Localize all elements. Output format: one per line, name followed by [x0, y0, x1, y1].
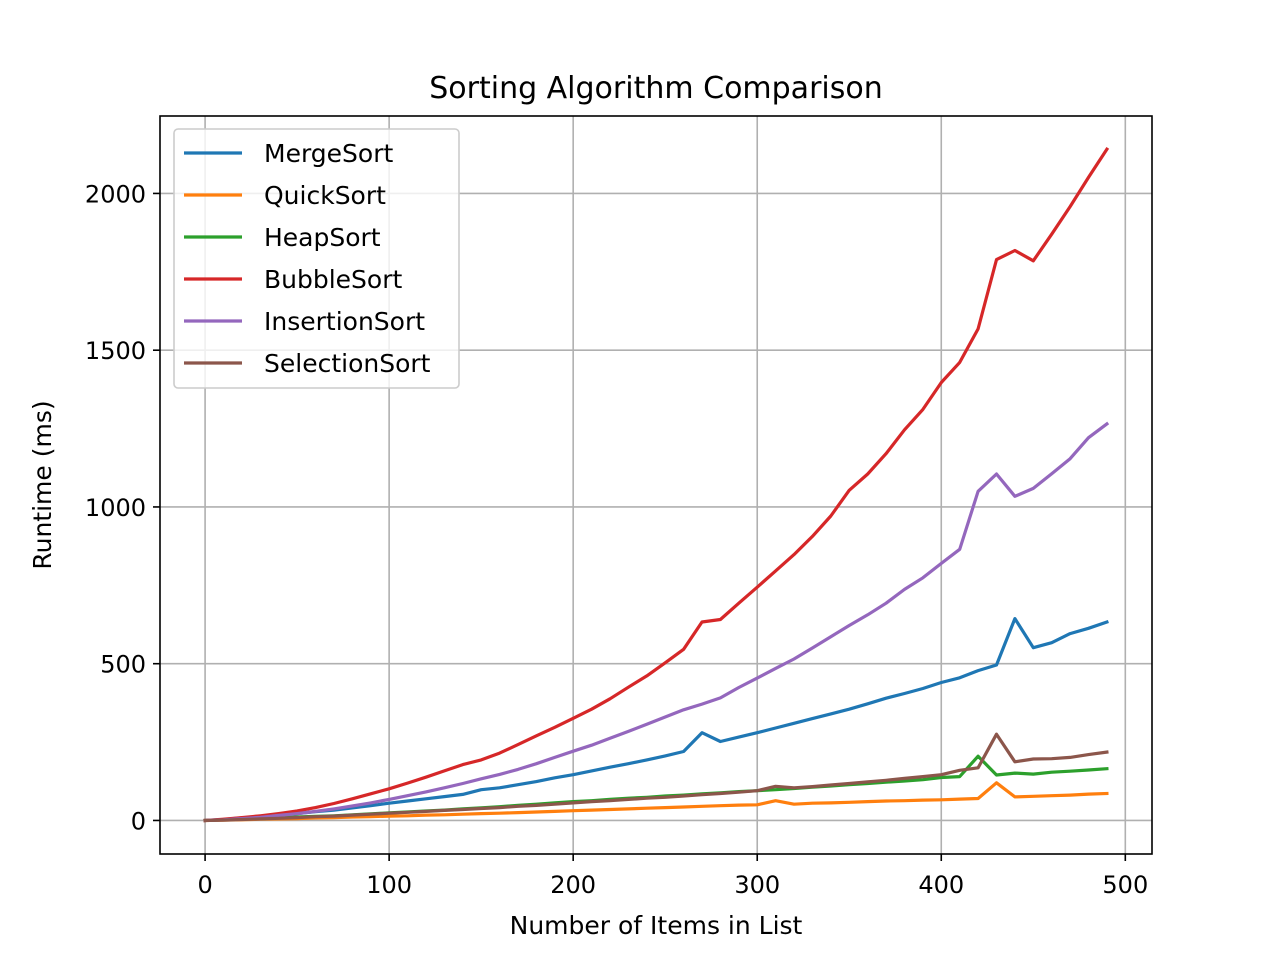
y-tick-label: 2000 — [85, 180, 146, 208]
legend-label-mergesort: MergeSort — [264, 139, 393, 168]
y-tick-label: 1500 — [85, 337, 146, 365]
y-tick-label: 1000 — [85, 494, 146, 522]
x-tick-label: 200 — [550, 871, 596, 899]
axes-frame — [159, 115, 1153, 855]
grid-lines — [160, 116, 1152, 854]
x-tick-label: 500 — [1102, 871, 1148, 899]
legend-box — [173, 128, 460, 389]
x-axis-label: Number of Items in List — [510, 911, 803, 940]
series-line-quicksort — [203, 781, 1109, 823]
x-tick-label: 300 — [734, 871, 780, 899]
series-line-selectionsort — [203, 732, 1109, 823]
y-tick-label: 0 — [131, 807, 146, 835]
x-tick-label: 400 — [918, 871, 964, 899]
series-line-mergesort — [203, 616, 1109, 823]
y-tick-label: 500 — [100, 651, 146, 679]
legend: MergeSort QuickSort HeapSort BubbleSort Inse… — [173, 128, 460, 389]
series-line-bubblesort — [203, 146, 1110, 823]
y-axis-label: Runtime (ms) — [28, 400, 57, 569]
x-tick-label: 0 — [197, 871, 212, 899]
legend-label-selectionsort: SelectionSort — [264, 349, 431, 378]
series-line-insertionsort — [203, 421, 1110, 823]
series-lines — [203, 146, 1110, 823]
legend-label-quicksort: QuickSort — [264, 181, 386, 210]
legend-label-heapsort: HeapSort — [264, 223, 381, 252]
legend-label-bubblesort: BubbleSort — [264, 265, 403, 294]
x-tick-label: 100 — [366, 871, 412, 899]
legend-label-insertionsort: InsertionSort — [264, 307, 425, 336]
chart-title: Sorting Algorithm Comparison — [429, 71, 883, 106]
axis-ticks: 0 100 200 300 400 500 0 500 1000 1500 2000 — [85, 180, 1148, 899]
